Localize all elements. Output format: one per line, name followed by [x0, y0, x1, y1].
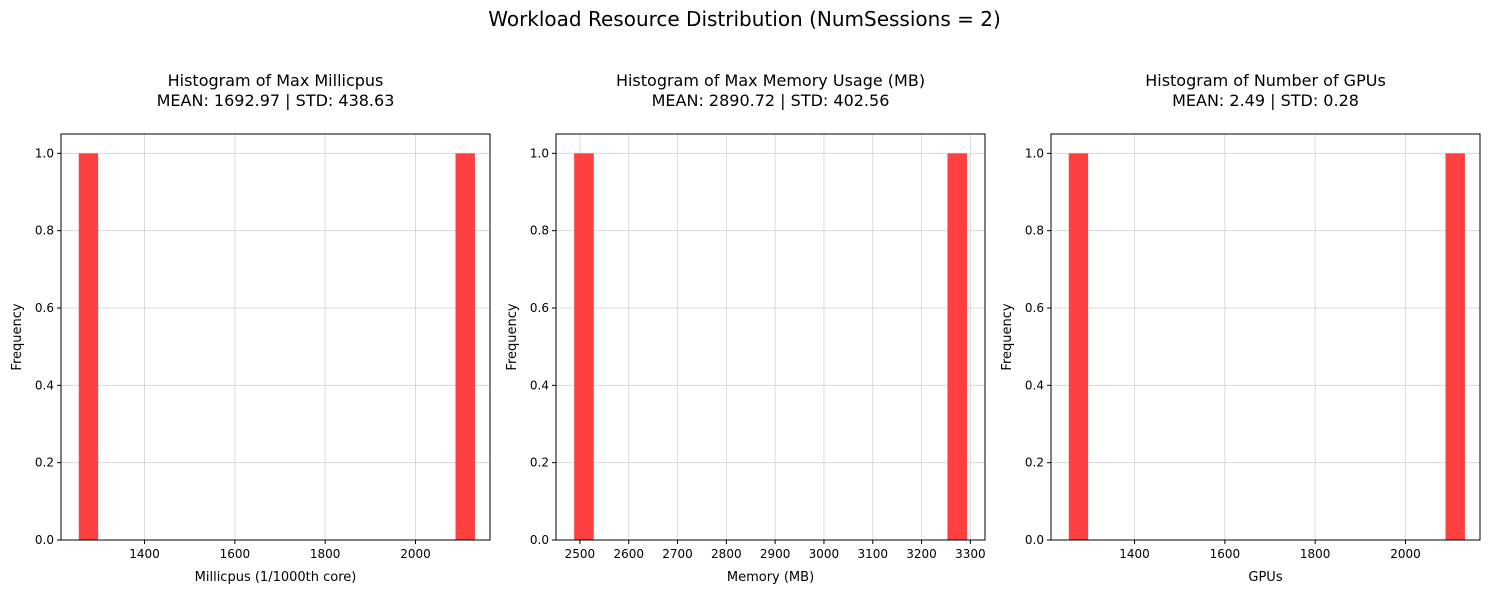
chart-title: Histogram of Number of GPUs — [1145, 71, 1386, 90]
x-tick-label: 3200 — [906, 547, 937, 561]
histogram-bar-2 — [1445, 153, 1465, 541]
x-tick-label: 2500 — [565, 547, 596, 561]
y-tick-label: 0.6 — [530, 301, 549, 315]
x-tick-label: 2800 — [711, 547, 742, 561]
y-tick-label: 0.8 — [1025, 224, 1044, 238]
x-tick-label: 2900 — [760, 547, 791, 561]
y-axis-label: Frequency — [1000, 303, 1015, 370]
y-tick-label: 0.4 — [35, 378, 54, 392]
x-tick-label: 2000 — [1390, 547, 1421, 561]
x-axis-label: GPUs — [1248, 570, 1282, 585]
chart-title: Histogram of Max Memory Usage (MB) — [616, 71, 925, 90]
y-tick-label: 0.2 — [530, 456, 549, 470]
y-tick-label: 0.8 — [35, 224, 54, 238]
x-tick-label: 1800 — [310, 547, 341, 561]
chart-subtitle: MEAN: 2.49 | STD: 0.28 — [1172, 91, 1359, 110]
x-tick-label: 1600 — [1210, 547, 1241, 561]
y-tick-label: 0.2 — [35, 456, 54, 470]
figure-title: Workload Resource Distribution (NumSessi… — [488, 7, 1001, 31]
x-tick-label: 2000 — [400, 547, 431, 561]
y-tick-label: 0.4 — [1025, 378, 1044, 392]
histogram-bar-1 — [574, 153, 594, 541]
x-tick-label: 3300 — [955, 547, 986, 561]
y-tick-label: 1.0 — [35, 146, 54, 160]
y-axis-label: Frequency — [10, 303, 25, 370]
x-tick-label: 1400 — [1119, 547, 1150, 561]
y-tick-label: 1.0 — [530, 146, 549, 160]
y-tick-label: 0.4 — [530, 378, 549, 392]
histogram-bar-1 — [78, 153, 99, 541]
plot-frame — [555, 133, 986, 541]
histogram-bar-1 — [1068, 153, 1089, 541]
chart-subtitle: MEAN: 2890.72 | STD: 402.56 — [652, 91, 890, 110]
x-tick-label: 2700 — [662, 547, 693, 561]
y-axis-label: Frequency — [505, 303, 520, 370]
y-tick-label: 0.6 — [35, 301, 54, 315]
chart-panel-2: Histogram of Max Memory Usage (MB)MEAN: … — [505, 71, 986, 585]
plot-frame — [60, 133, 491, 541]
y-tick-label: 1.0 — [1025, 146, 1044, 160]
y-tick-label: 0.8 — [530, 224, 549, 238]
x-tick-label: 1400 — [129, 547, 160, 561]
x-tick-label: 3000 — [809, 547, 840, 561]
histogram-bar-2 — [947, 153, 968, 541]
y-tick-label: 0.0 — [35, 533, 54, 547]
y-tick-label: 0.2 — [1025, 456, 1044, 470]
x-tick-label: 3100 — [857, 547, 888, 561]
x-axis-label: Millicpus (1/1000th core) — [195, 570, 357, 585]
x-tick-label: 1800 — [1300, 547, 1331, 561]
x-axis-label: Memory (MB) — [727, 570, 814, 585]
chart-title: Histogram of Max Millicpus — [168, 71, 384, 90]
y-tick-label: 0.6 — [1025, 301, 1044, 315]
y-tick-label: 0.0 — [1025, 533, 1044, 547]
chart-subtitle: MEAN: 1692.97 | STD: 438.63 — [157, 91, 395, 110]
plot-frame — [1050, 133, 1481, 541]
histogram-bar-2 — [455, 153, 475, 541]
x-tick-label: 1600 — [220, 547, 251, 561]
x-tick-label: 2600 — [613, 547, 644, 561]
y-tick-label: 0.0 — [530, 533, 549, 547]
